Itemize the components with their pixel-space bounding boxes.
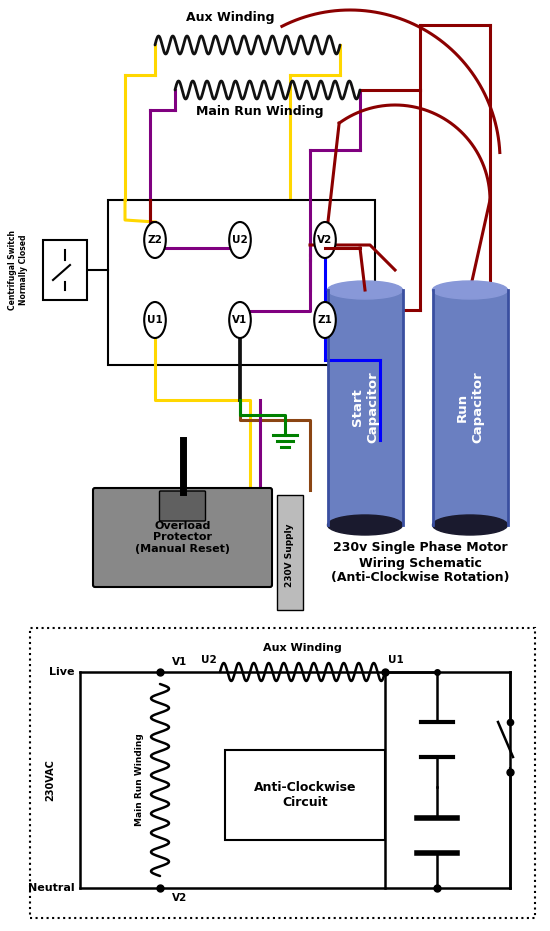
Ellipse shape (432, 515, 508, 535)
Ellipse shape (229, 302, 251, 338)
Bar (327, 290, 403, 525)
Ellipse shape (327, 515, 403, 535)
Bar (43, 240, 87, 300)
Ellipse shape (432, 281, 508, 299)
Text: U2: U2 (201, 655, 217, 665)
Bar (108, 200, 375, 365)
Text: Z1: Z1 (317, 315, 332, 325)
Ellipse shape (144, 222, 166, 258)
Text: Main Run Winding: Main Run Winding (135, 734, 145, 827)
Text: U1: U1 (388, 655, 404, 665)
Text: Aux Winding: Aux Winding (263, 643, 342, 653)
Text: Neutral: Neutral (29, 883, 75, 893)
Text: V1: V1 (172, 657, 187, 667)
Text: U1: U1 (147, 315, 163, 325)
Text: 230VAC: 230VAC (45, 759, 55, 801)
Text: MARVO: MARVO (174, 271, 336, 309)
Ellipse shape (327, 281, 403, 299)
Text: 230V Supply: 230V Supply (285, 523, 294, 587)
Text: Live: Live (50, 667, 75, 677)
Ellipse shape (314, 222, 336, 258)
Text: MARVO: MARVO (235, 758, 385, 792)
Text: 230v Single Phase Motor
Wiring Schematic
(Anti-Clockwise Rotation): 230v Single Phase Motor Wiring Schematic… (331, 542, 509, 585)
Text: Run
Capacitor: Run Capacitor (456, 371, 484, 443)
Text: Z2: Z2 (147, 235, 162, 245)
Text: Anti-Clockwise
Circuit: Anti-Clockwise Circuit (254, 781, 356, 809)
Bar (432, 290, 508, 525)
Text: U2: U2 (232, 235, 248, 245)
Ellipse shape (144, 302, 166, 338)
Bar (225, 750, 385, 840)
FancyBboxPatch shape (93, 488, 272, 587)
Text: V1: V1 (232, 315, 248, 325)
Text: Main Run Winding: Main Run Winding (196, 105, 324, 118)
Ellipse shape (314, 302, 336, 338)
Text: Start
Capacitor: Start Capacitor (351, 371, 379, 443)
Text: Centrifugal Switch
Normally Closed: Centrifugal Switch Normally Closed (8, 230, 28, 310)
Text: V2: V2 (317, 235, 333, 245)
Ellipse shape (229, 222, 251, 258)
Text: V2: V2 (172, 893, 187, 903)
Text: Aux Winding: Aux Winding (186, 11, 274, 24)
Text: Overload
Protector
(Manual Reset): Overload Protector (Manual Reset) (135, 521, 230, 554)
FancyBboxPatch shape (160, 491, 206, 521)
Bar (30, 628, 535, 918)
Bar (277, 495, 303, 610)
